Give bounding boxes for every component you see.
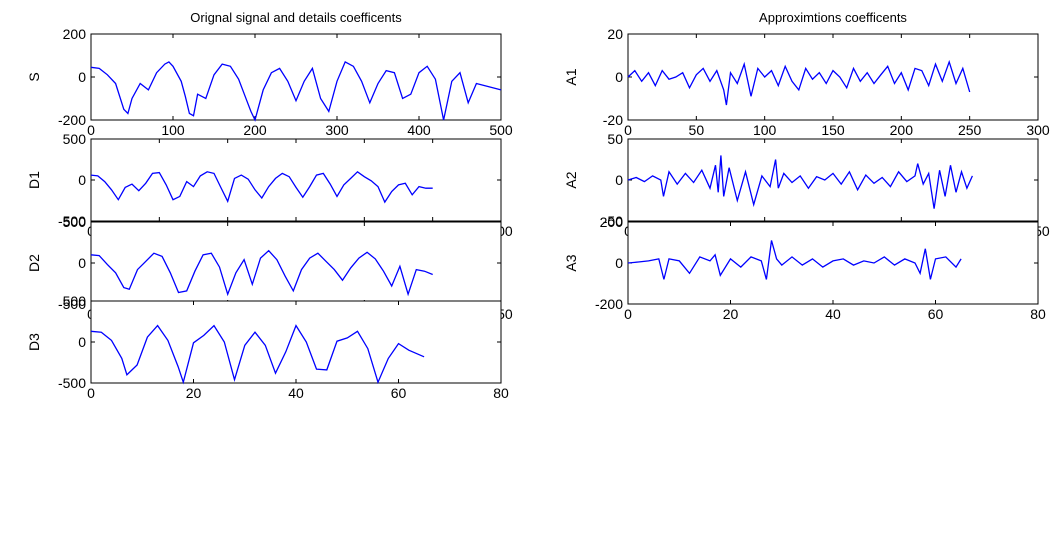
x-tick-label: 100 [753, 122, 777, 138]
y-axis-label: D2 [26, 254, 42, 272]
y-axis-label: A3 [563, 254, 579, 271]
series-line-D2 [90, 249, 433, 297]
x-tick-label: 500 [489, 122, 513, 138]
series-line-S [90, 60, 502, 122]
x-tick-label: 40 [288, 385, 304, 401]
axes-frame [90, 300, 502, 384]
x-tick-label: 0 [87, 385, 95, 401]
axes-frame [627, 221, 1039, 305]
axes-frame [90, 33, 502, 121]
y-axis-label: A1 [563, 68, 579, 85]
y-tick-label: -500 [58, 213, 86, 229]
subplot-S: Orignal signal and details coefficents 0 1… [26, 10, 513, 138]
y-tick-label: 500 [63, 293, 87, 309]
y-tick-label: 200 [600, 214, 624, 230]
series-line-A2 [627, 155, 973, 209]
subplot-title: Approximtions coefficents [759, 10, 907, 25]
y-axis-label: D1 [26, 171, 42, 189]
y-tick-label: 500 [63, 131, 87, 147]
y-tick-label: 0 [78, 172, 86, 188]
x-tick-label: 80 [1030, 306, 1046, 322]
series-line-A1 [627, 59, 971, 106]
y-tick-label: -50 [603, 213, 623, 229]
series-line-D1 [90, 170, 433, 204]
x-tick-label: 20 [723, 306, 739, 322]
y-axis-label: A2 [563, 171, 579, 188]
x-tick-label: 60 [391, 385, 407, 401]
x-tick-label: 0 [87, 122, 95, 138]
series-line-A3 [627, 240, 962, 280]
x-tick-label: 300 [325, 122, 349, 138]
y-tick-label: 0 [615, 69, 623, 85]
axes-frame [627, 33, 1039, 121]
y-tick-label: 0 [615, 255, 623, 271]
y-tick-label: 200 [63, 26, 87, 42]
x-tick-label: 400 [407, 122, 431, 138]
x-tick-label: 0 [624, 306, 632, 322]
y-tick-label: -500 [58, 296, 86, 312]
axes-frame [627, 138, 1039, 222]
x-tick-label: 200 [890, 122, 914, 138]
y-axis-label: S [26, 72, 42, 81]
x-tick-label: 300 [1026, 122, 1050, 138]
y-tick-label: 0 [78, 255, 86, 271]
y-tick-label: 0 [615, 172, 623, 188]
x-tick-label: 80 [493, 385, 509, 401]
x-tick-label: 40 [825, 306, 841, 322]
subplot-title: Orignal signal and details coefficents [190, 10, 402, 25]
x-tick-label: 60 [928, 306, 944, 322]
y-axis-label: D3 [26, 333, 42, 351]
x-tick-label: 150 [821, 122, 845, 138]
y-tick-label: 0 [78, 69, 86, 85]
x-tick-label: 20 [186, 385, 202, 401]
y-tick-label: -200 [595, 296, 623, 312]
y-tick-label: -20 [603, 112, 623, 128]
x-tick-label: 0 [624, 122, 632, 138]
x-tick-label: 100 [161, 122, 185, 138]
x-tick-label: 50 [689, 122, 705, 138]
axes-frame [90, 138, 502, 222]
y-tick-label: -500 [58, 375, 86, 391]
series-line-D3 [90, 324, 425, 385]
x-tick-label: 250 [958, 122, 982, 138]
y-tick-label: 0 [78, 334, 86, 350]
y-tick-label: 500 [63, 214, 87, 230]
y-tick-label: 50 [607, 131, 623, 147]
y-tick-label: -200 [58, 112, 86, 128]
axes-frame [90, 221, 502, 305]
y-tick-label: 20 [607, 26, 623, 42]
x-tick-label: 200 [243, 122, 267, 138]
